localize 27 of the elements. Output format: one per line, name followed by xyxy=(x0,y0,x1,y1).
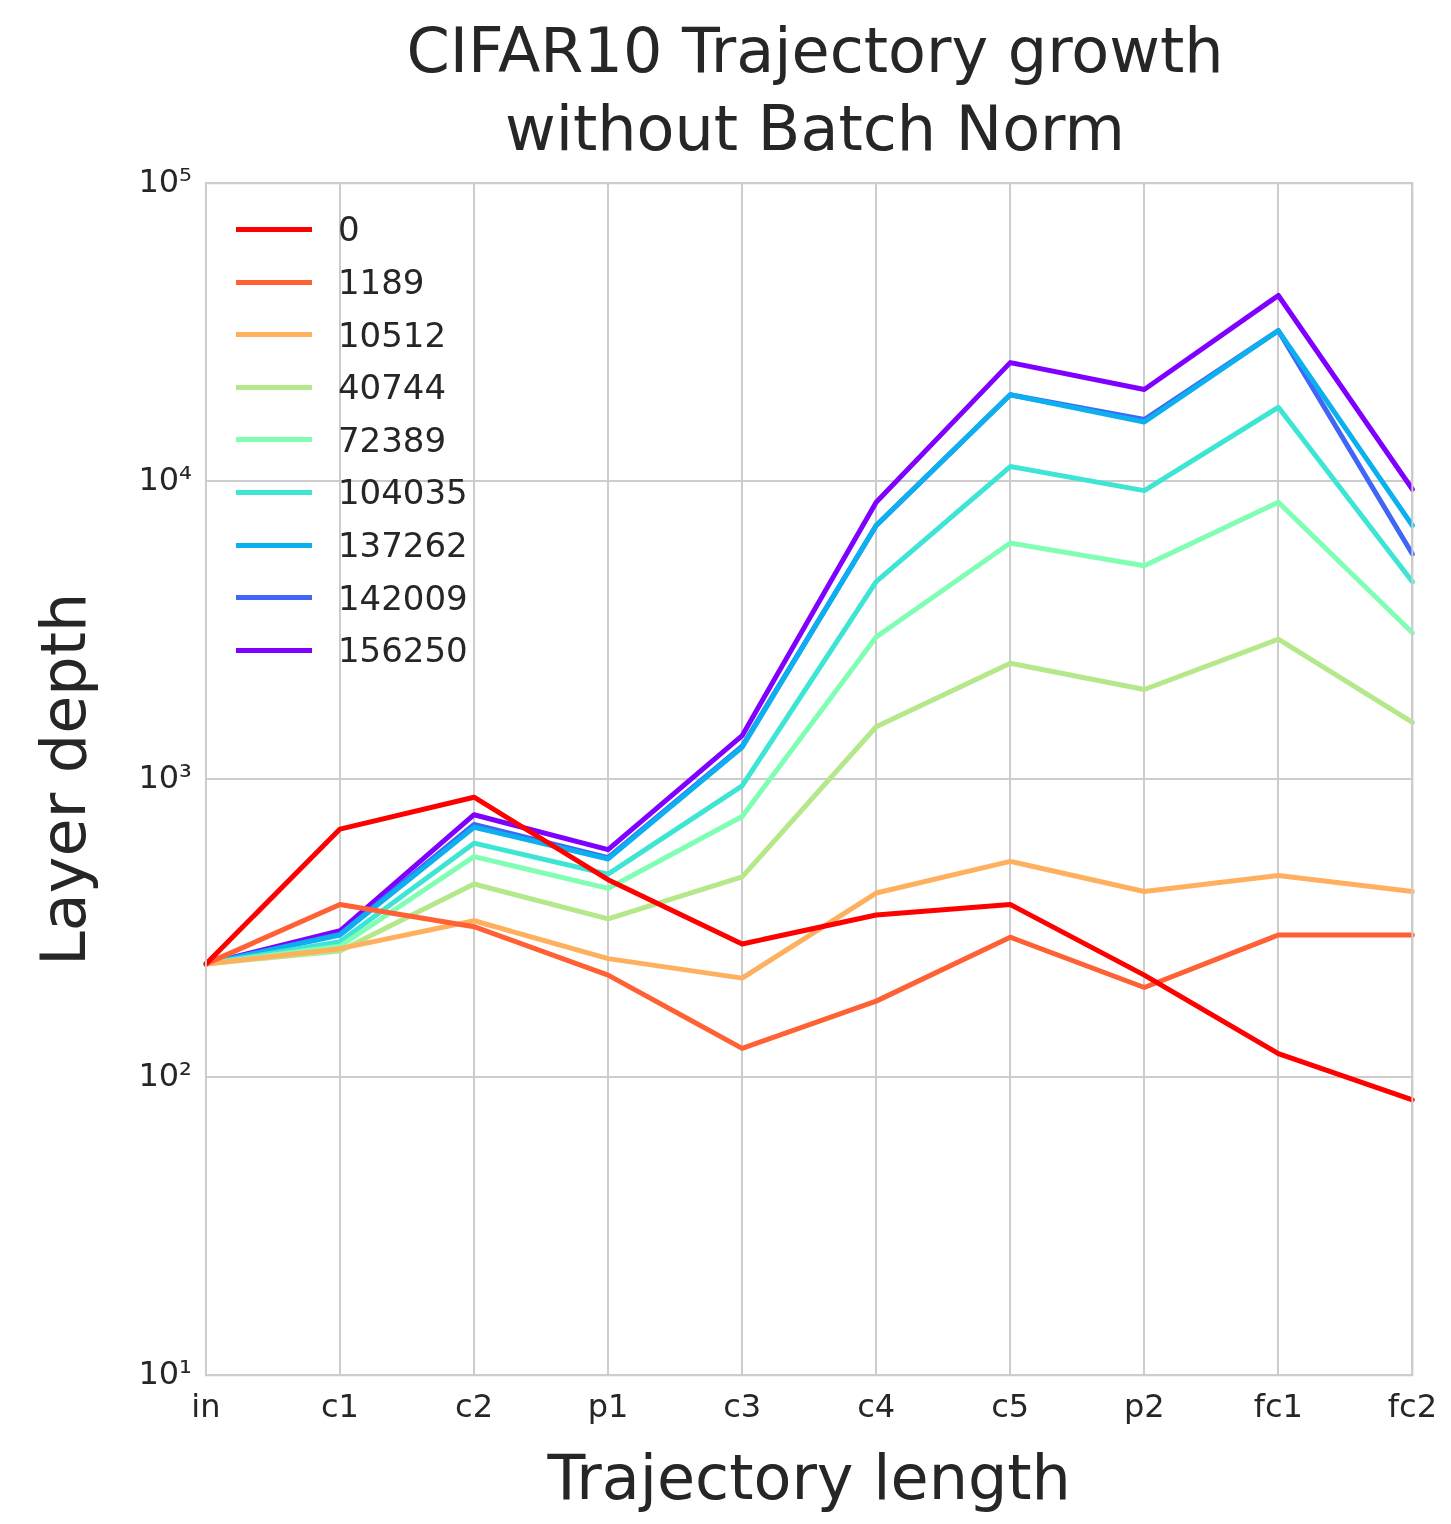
legend-label: 0 xyxy=(337,209,360,250)
x-tick-label: in xyxy=(191,1386,221,1425)
legend-label: 1189 xyxy=(337,262,425,303)
y-tick-label: 10¹ xyxy=(138,1353,192,1392)
chart-title: CIFAR10 Trajectory growth without Batch Norm xyxy=(405,13,1225,167)
legend-label: 72389 xyxy=(337,419,447,460)
legend-label: 137262 xyxy=(337,525,468,566)
x-tick-label: fc1 xyxy=(1253,1386,1303,1425)
x-tick-label: c5 xyxy=(991,1386,1030,1425)
x-tick-label: c1 xyxy=(321,1386,359,1425)
y-tick-label: 10⁵ xyxy=(138,161,192,200)
legend-label: 142009 xyxy=(337,577,468,618)
x-tick-label: p2 xyxy=(1123,1386,1165,1425)
legend-label: 104035 xyxy=(337,472,468,513)
x-tick-label: c2 xyxy=(455,1386,494,1425)
x-tick-label: p1 xyxy=(587,1386,629,1425)
x-axis-title: Trajectory length xyxy=(546,1440,1071,1514)
x-tick-label: c3 xyxy=(723,1386,762,1425)
x-tick-label: c4 xyxy=(857,1386,896,1425)
legend-label: 156250 xyxy=(337,630,468,671)
y-tick-label: 10³ xyxy=(138,757,192,796)
legend-label: 10512 xyxy=(337,314,447,355)
y-tick-label: 10⁴ xyxy=(138,459,192,498)
x-tick-label: fc2 xyxy=(1387,1386,1437,1425)
y-tick-label: 10² xyxy=(138,1055,192,1094)
y-axis-title: Layer depth xyxy=(27,592,101,966)
legend-label: 40744 xyxy=(337,367,447,408)
